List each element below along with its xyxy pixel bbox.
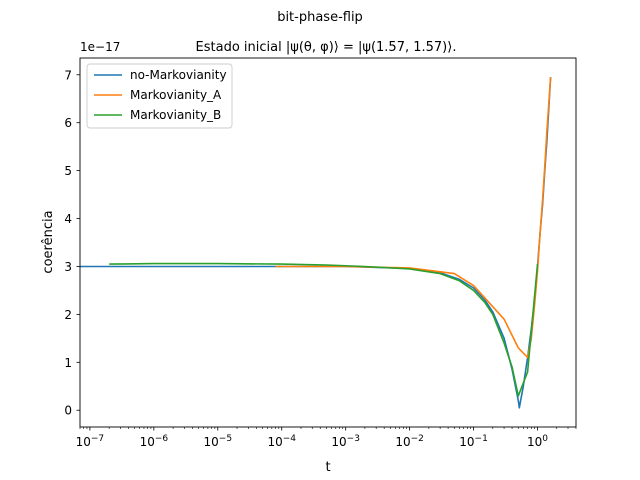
legend-label-markovianity-b: Markovianity_B <box>130 108 221 122</box>
y-tick-label: 4 <box>64 212 72 226</box>
plot-frame <box>79 57 577 428</box>
y-axis-label: coerência <box>41 210 56 273</box>
x-axis-ticks: 10−7 10−6 10−5 10−4 10−3 10−2 10−1 100 <box>76 427 577 449</box>
y-tick-label: 2 <box>64 308 72 322</box>
legend: no-Markovianity Markovianity_A Markovian… <box>86 63 233 129</box>
x-tick-label: 10−6 <box>140 434 169 449</box>
y-tick-label: 1 <box>64 356 72 370</box>
x-tick-label: 10−3 <box>331 434 360 449</box>
chart-title: Estado inicial |ψ(θ, φ)⟩ = |ψ(1.57, 1.57… <box>196 40 457 55</box>
x-tick-label: 10−5 <box>204 434 233 449</box>
y-tick-label: 0 <box>64 404 72 418</box>
y-offset-label: 1e−17 <box>80 40 120 54</box>
plot-lines <box>80 77 552 409</box>
y-tick-label: 6 <box>64 116 72 130</box>
x-tick-label: 10−1 <box>459 434 488 449</box>
series-line-2 <box>109 262 539 397</box>
legend-label-markovianity-a: Markovianity_A <box>130 88 222 102</box>
legend-box <box>86 63 233 129</box>
legend-label-no-markovianity: no-Markovianity <box>130 68 227 82</box>
y-tick-label: 7 <box>64 68 72 82</box>
suptitle: bit-phase-flip <box>277 10 363 25</box>
y-axis-ticks: 0 1 2 3 4 5 6 7 <box>64 68 80 418</box>
x-tick-label: 100 <box>527 434 548 449</box>
x-tick-label: 10−7 <box>76 434 105 449</box>
series-line-1 <box>275 77 552 359</box>
y-tick-label: 3 <box>64 260 72 274</box>
x-tick-label: 10−4 <box>267 434 296 449</box>
x-axis-label: t <box>325 460 330 475</box>
x-tick-label: 10−2 <box>395 434 424 449</box>
y-tick-label: 5 <box>64 164 72 178</box>
